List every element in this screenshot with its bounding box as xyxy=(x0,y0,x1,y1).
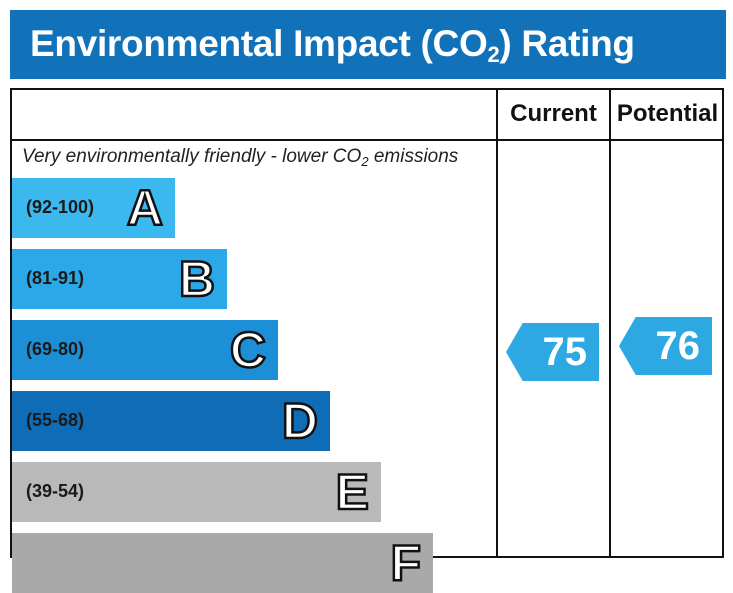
current-rating-value: 75 xyxy=(542,330,588,374)
chart-header: Environmental Impact (CO2) Rating xyxy=(10,10,726,79)
band-letter: B xyxy=(178,250,217,309)
chart-title: Environmental Impact (CO2) Rating xyxy=(30,23,635,67)
band-f: F xyxy=(12,533,433,593)
header-row-divider xyxy=(10,139,724,141)
band-d: (55-68) D xyxy=(12,391,330,451)
potential-rating-arrow: 76 xyxy=(619,317,712,375)
column-header-current: Current xyxy=(510,100,597,127)
band-letter: F xyxy=(389,534,422,593)
column-header-potential: Potential xyxy=(616,100,719,127)
band-b: (81-91) B xyxy=(12,249,227,309)
band-range-label: (92-100) xyxy=(26,197,95,217)
band-letter: C xyxy=(229,321,268,380)
band-letter: A xyxy=(126,179,165,238)
band-range-label: (69-80) xyxy=(26,339,85,359)
column-divider-current xyxy=(496,88,498,558)
band-c: (69-80) C xyxy=(12,320,278,380)
band-e: (39-54) E xyxy=(12,462,381,522)
band-range-label: (39-54) xyxy=(26,481,85,501)
band-range-label: (55-68) xyxy=(26,410,85,430)
band-range-label: (81-91) xyxy=(26,268,85,288)
band-letter: E xyxy=(334,463,370,522)
potential-rating-value: 76 xyxy=(655,324,701,368)
band-letter: D xyxy=(281,392,320,451)
band-scale-caption: Very environmentally friendly - lower CO… xyxy=(22,146,459,169)
band-a: (92-100) A xyxy=(12,178,175,238)
current-rating-arrow: 75 xyxy=(506,323,599,381)
column-divider-potential xyxy=(609,88,611,558)
